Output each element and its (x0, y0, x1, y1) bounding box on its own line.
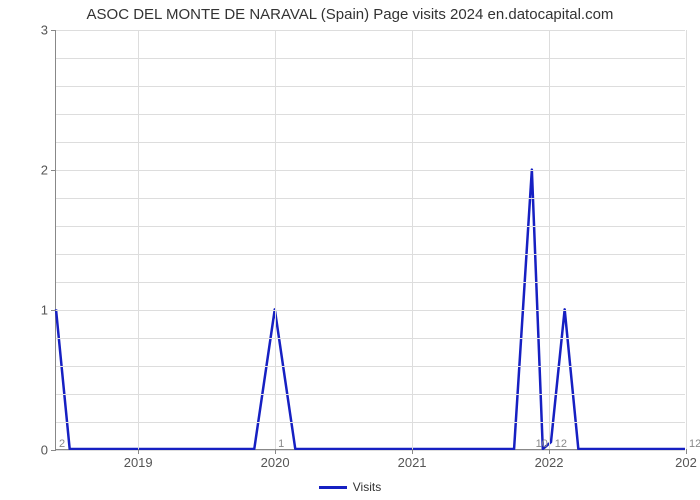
grid-line-v (138, 30, 139, 449)
y-tick (51, 450, 56, 451)
grid-line-v (275, 30, 276, 449)
y-axis-label: 2 (41, 163, 48, 178)
y-axis-label: 1 (41, 303, 48, 318)
grid-line-h (56, 86, 685, 87)
legend: Visits (0, 480, 700, 494)
plot-area: 0123201920202021202220221101212 (55, 30, 685, 450)
grid-line-h (56, 338, 685, 339)
y-axis-label: 0 (41, 443, 48, 458)
x-axis-label: 2022 (535, 455, 564, 470)
grid-line-h (56, 282, 685, 283)
grid-line-h (56, 422, 685, 423)
y-axis-label: 3 (41, 23, 48, 38)
point-label: 10 (533, 438, 548, 450)
grid-line-v (412, 30, 413, 449)
y-tick (51, 310, 56, 311)
point-label: 2 (56, 438, 65, 450)
grid-line-h (56, 394, 685, 395)
point-label: 1 (275, 438, 284, 450)
x-axis-label: 2021 (398, 455, 427, 470)
grid-line-h (56, 198, 685, 199)
grid-line-v (549, 30, 550, 449)
grid-line-h (56, 142, 685, 143)
grid-line-h (56, 170, 685, 171)
grid-line-h (56, 114, 685, 115)
x-axis-label: 202 (675, 455, 697, 470)
x-axis-label: 2019 (124, 455, 153, 470)
x-tick (412, 449, 413, 454)
legend-label: Visits (353, 480, 381, 494)
y-tick (51, 30, 56, 31)
line-series (56, 30, 685, 449)
point-label: 12 (686, 438, 700, 450)
grid-line-h (56, 310, 685, 311)
x-tick (138, 449, 139, 454)
visits-chart: ASOC DEL MONTE DE NARAVAL (Spain) Page v… (0, 0, 700, 500)
grid-line-v (686, 30, 687, 449)
point-label: 12 (552, 438, 567, 450)
x-axis-label: 2020 (261, 455, 290, 470)
grid-line-h (56, 450, 685, 451)
legend-swatch (319, 486, 347, 489)
x-tick (549, 449, 550, 454)
grid-line-h (56, 366, 685, 367)
y-tick (51, 170, 56, 171)
grid-line-h (56, 254, 685, 255)
chart-title: ASOC DEL MONTE DE NARAVAL (Spain) Page v… (0, 6, 700, 23)
grid-line-h (56, 58, 685, 59)
grid-line-h (56, 226, 685, 227)
grid-line-h (56, 30, 685, 31)
